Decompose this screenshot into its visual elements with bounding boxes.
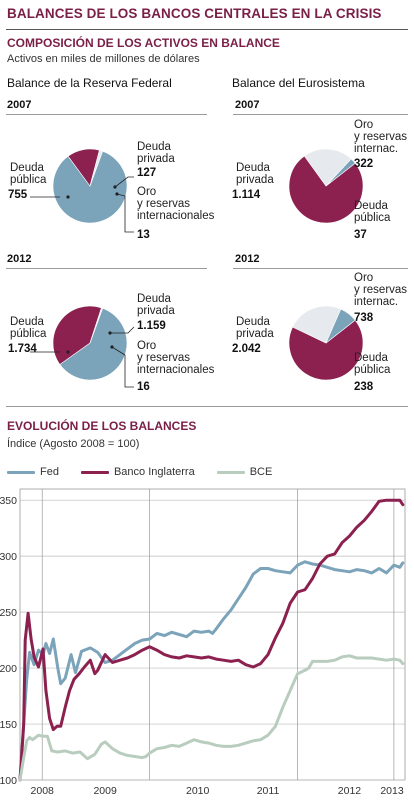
series-line-bce [18,654,405,782]
pie-euro-2007 [288,148,364,224]
series-line-fed [18,560,405,782]
y-tick-label: 200 [0,663,17,675]
legend-label-boe: Banco Inglaterra [113,466,195,478]
pie-fed-2012 [52,305,128,381]
year-label-euro-2012: 2012 [235,253,260,265]
y-tick-label: 100 [0,775,17,787]
year-rule [6,268,207,269]
year-rule [6,114,207,115]
x-tick-label: 2013 [380,785,404,797]
pie-slice-deuda-pública [325,308,356,344]
legend-item-ecb: BCE [216,466,273,478]
pie-euro-2007-value-deuda-publica: 37 [354,229,367,241]
pie-slice-deuda-privada [288,319,364,381]
legend-swatch-ecb [216,470,245,474]
pie-fed-2012-label-oro: Oro y reservas internacionales [137,340,215,376]
pie-slice-deuda-pública [52,150,128,224]
pie-euro-2012-label-oro: Oro y reservas internac. [354,272,408,308]
pie-fed-2007-value-deuda-privada: 127 [137,167,157,179]
pie-fed-2007 [52,148,128,224]
pie-euro-2012-value-deuda-publica: 238 [354,381,374,393]
legend-item-boe: Banco Inglaterra [80,466,195,478]
chart-legend: Fed Banco Inglaterra BCE [7,466,272,478]
section2-subtitle: Índice (Agosto 2008 = 100) [7,438,140,450]
x-tick-label: 2009 [93,785,117,797]
pie-fed-2012-label-deuda-privada: Deuda privada [137,293,175,317]
series-line-banco-inglaterra [18,498,405,782]
pie-slice-deuda-pública [59,307,128,381]
fed-heading: Balance de la Reserva Federal [7,76,172,90]
pie-euro-2012-value-oro: 738 [354,312,374,324]
section1-subtitle: Activos en miles de millones de dólares [7,53,200,65]
y-tick-label: 350 [0,495,17,507]
main-title: BALANCES DE LOS BANCOS CENTRALES EN LA C… [7,6,382,21]
pie-fed-2007-value-deuda-publica: 755 [8,189,28,201]
pie-euro-2012-label-deuda-publica: Deuda pública [354,352,391,376]
pie-fed-2007-value-oro: 13 [137,229,150,241]
pie-fed-2012-leaders [30,326,135,388]
pie-fed-2012-value-deuda-privada: 1.159 [137,320,166,332]
legend-label-fed: Fed [40,466,59,478]
pie-slice-oro-y [303,148,352,187]
section1-title: COMPOSICIÓN DE LOS ACTIVOS EN BALANCE [7,36,280,50]
legend-label-ecb: BCE [249,466,273,478]
pie-slice-deuda-pública [325,158,356,187]
legend-swatch-boe [80,470,109,474]
pie-slice-oro-y [89,307,104,344]
pie-slice-deuda-privada [52,305,102,365]
pie-slice-oro-y [89,149,104,187]
pie-slice-oro-y [292,305,342,344]
pie-euro-2007-label-deuda-privada: Deuda privada [236,162,274,186]
year-label-fed-2012: 2012 [7,253,32,265]
pie-euro-2007-label-oro: Oro y reservas internac. [354,119,408,155]
pie-fed-2007-label-deuda-privada: Deuda privada [137,141,175,165]
pie-slice-deuda-privada [288,155,364,224]
pie-fed-2012-value-oro: 16 [137,381,150,393]
year-rule [233,114,408,115]
legend-swatch-fed [7,470,35,474]
pie-fed-2012-label-deuda-publica: Deuda pública [10,316,47,340]
pie-fed-2007-leaders [30,176,134,233]
pie-euro-2007-value-oro: 322 [354,158,374,170]
x-tick-label: 2012 [338,785,362,797]
y-tick-label: 300 [0,551,17,563]
section2-rule [6,406,408,407]
pie-euro-2012-label-deuda-privada: Deuda privada [236,316,274,340]
x-tick-label: 2010 [186,785,210,797]
title-rule [6,29,408,30]
section2-title: EVOLUCIÓN DE LOS BALANCES [7,419,197,433]
y-tick-label: 150 [0,719,17,731]
pie-fed-2012-value-deuda-publica: 1.734 [8,343,37,355]
x-tick-label: 2011 [257,785,280,797]
year-label-fed-2007: 2007 [7,99,32,111]
pie-euro-2012 [288,305,364,381]
legend-item-fed: Fed [7,466,59,478]
pie-fed-2007-label-deuda-publica: Deuda pública [10,162,47,186]
y-tick-label: 250 [0,607,17,619]
pie-euro-2012-value-deuda-privada: 2.042 [232,343,261,355]
euro-heading: Balance del Eurosistema [232,76,365,90]
pie-fed-2007-label-oro: Oro y reservas internacionales [137,186,215,222]
pie-euro-2007-value-deuda-privada: 1.114 [232,189,261,201]
line-chart: 100 150 200 250 300 350 2008 2009 2010 2011 2012 20… [0,488,406,797]
x-tick-label: 2008 [31,785,55,797]
year-rule [233,268,408,269]
year-label-euro-2007: 2007 [235,99,260,111]
pie-euro-2007-label-deuda-publica: Deuda pública [354,200,391,224]
